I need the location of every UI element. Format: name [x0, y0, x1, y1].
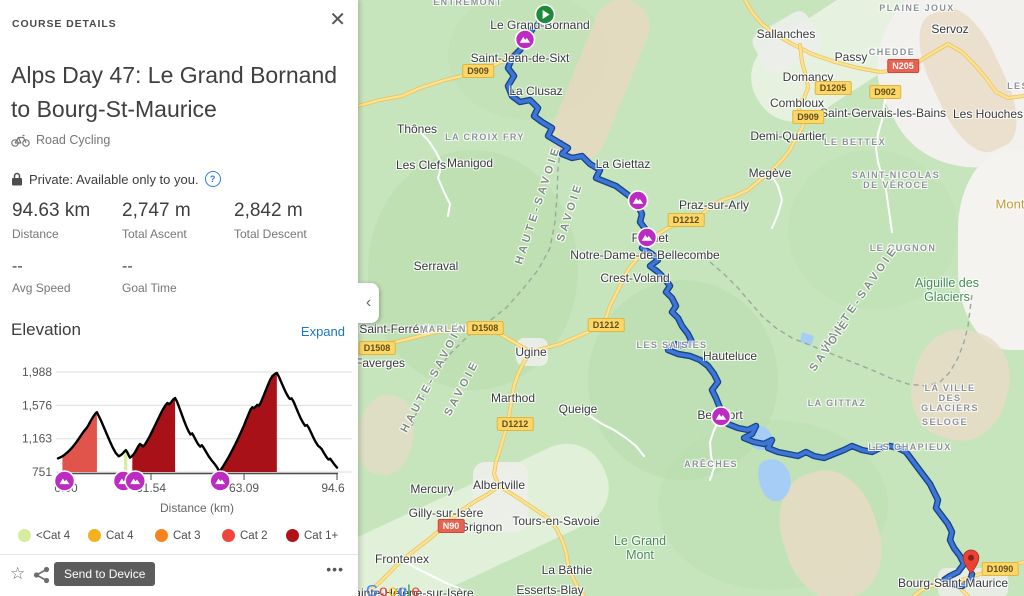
- legend-color-dot: [286, 529, 299, 542]
- lock-icon: [12, 172, 22, 186]
- stat-avg-speed: -- Avg Speed: [12, 258, 71, 295]
- climb-marker[interactable]: [636, 227, 658, 254]
- svg-text:751: 751: [32, 465, 52, 479]
- legend-color-dot: [222, 529, 235, 542]
- svg-text:94.6: 94.6: [321, 481, 345, 495]
- legend-label: Cat 1+: [304, 529, 339, 542]
- climb-marker[interactable]: [627, 190, 649, 217]
- favorite-star-icon[interactable]: ☆: [10, 564, 26, 583]
- road-badge: D1212: [587, 318, 625, 332]
- svg-text:1,988: 1,988: [22, 365, 52, 379]
- elevation-chart[interactable]: 1,9881,5761,1637510.0031.5463.0994.6Dist…: [0, 352, 358, 527]
- expand-link[interactable]: Expand: [300, 324, 345, 339]
- google-logo-letter: o: [378, 583, 389, 596]
- panel-footer: ☆ Send to Device •••: [0, 554, 358, 596]
- legend-item: Cat 3: [155, 529, 201, 542]
- road-badge: N205: [887, 59, 919, 73]
- google-logo-letter: o: [388, 583, 398, 596]
- google-logo-letter: G: [366, 583, 379, 596]
- chart-climb-marker[interactable]: [124, 470, 147, 492]
- legend-label: Cat 4: [106, 529, 134, 542]
- road-badge: D909: [462, 64, 494, 78]
- legend-label: Cat 3: [173, 529, 201, 542]
- road-badge: D1090: [981, 562, 1019, 576]
- course-details-panel: COURSE DETAILS ✕ Alps Day 47: Le Grand B…: [0, 0, 358, 596]
- terrain-patch: [588, 280, 778, 480]
- road-badge: D1212: [667, 213, 705, 227]
- activity-type-row: Road Cycling: [11, 133, 110, 147]
- svg-text:63.09: 63.09: [229, 481, 259, 495]
- legend-item: Cat 1+: [286, 529, 338, 542]
- svg-text:Distance (km): Distance (km): [160, 501, 234, 515]
- finish-pin-marker[interactable]: [962, 549, 980, 580]
- road-badge: D1205: [814, 81, 852, 95]
- elevation-heading: Elevation: [11, 320, 81, 339]
- road-badge: N90: [437, 519, 465, 533]
- road-badge: D902: [869, 85, 901, 99]
- stat-goal-time: -- Goal Time: [122, 258, 177, 295]
- terrain-patch: [788, 150, 958, 310]
- svg-text:1,576: 1,576: [22, 398, 52, 412]
- climb-marker[interactable]: [514, 29, 536, 56]
- stat-distance: 94.63 km Distance: [12, 200, 91, 241]
- google-logo[interactable]: Google: [366, 583, 421, 596]
- legend-item: <Cat 4: [18, 529, 70, 542]
- route-map[interactable]: ‹ Google ENTREMONT Le Grand-Bornand Saint-…: [358, 0, 1024, 596]
- legend-label: Cat 2: [240, 529, 268, 542]
- chevron-left-icon: ‹: [365, 294, 372, 311]
- chart-climb-marker[interactable]: [209, 470, 231, 492]
- panel-header: COURSE DETAILS: [12, 18, 117, 30]
- privacy-label: Private: Available only to you.: [29, 171, 199, 187]
- send-to-device-button[interactable]: Send to Device: [54, 562, 156, 586]
- climb-marker[interactable]: [710, 406, 732, 433]
- legend-color-dot: [88, 529, 101, 542]
- stat-total-ascent: 2,747 m Total Ascent: [122, 200, 191, 241]
- road-badge: D1508: [358, 341, 396, 355]
- privacy-row: Private: Available only to you. ?: [11, 171, 221, 187]
- close-icon[interactable]: ✕: [329, 9, 346, 31]
- svg-text:1,163: 1,163: [22, 432, 52, 446]
- bicycle-icon: [11, 134, 30, 147]
- start-marker[interactable]: [534, 4, 556, 31]
- privacy-help-icon[interactable]: ?: [204, 171, 221, 187]
- legend-color-dot: [18, 529, 31, 542]
- road-badge: D1212: [496, 417, 534, 431]
- stat-total-descent: 2,842 m Total Descent: [234, 200, 307, 241]
- legend-label: <Cat 4: [36, 529, 71, 542]
- google-logo-letter: e: [411, 583, 421, 596]
- more-options-icon[interactable]: •••: [326, 561, 344, 577]
- google-logo-letter: g: [397, 583, 408, 596]
- chart-climb-marker[interactable]: [53, 470, 76, 492]
- road-badge: D909: [792, 110, 824, 124]
- google-logo-letter: l: [407, 583, 412, 596]
- course-title: Alps Day 47: Le Grand Bornand to Bourg-S…: [11, 62, 338, 122]
- map-canvas: [358, 0, 1024, 596]
- legend-item: Cat 2: [222, 529, 268, 542]
- share-icon[interactable]: [33, 566, 50, 589]
- panel-collapse-button[interactable]: ‹: [358, 283, 379, 323]
- legend-color-dot: [155, 529, 168, 542]
- legend-item: Cat 4: [88, 529, 134, 542]
- road-badge: D1508: [466, 321, 504, 335]
- activity-type-label: Road Cycling: [36, 133, 111, 147]
